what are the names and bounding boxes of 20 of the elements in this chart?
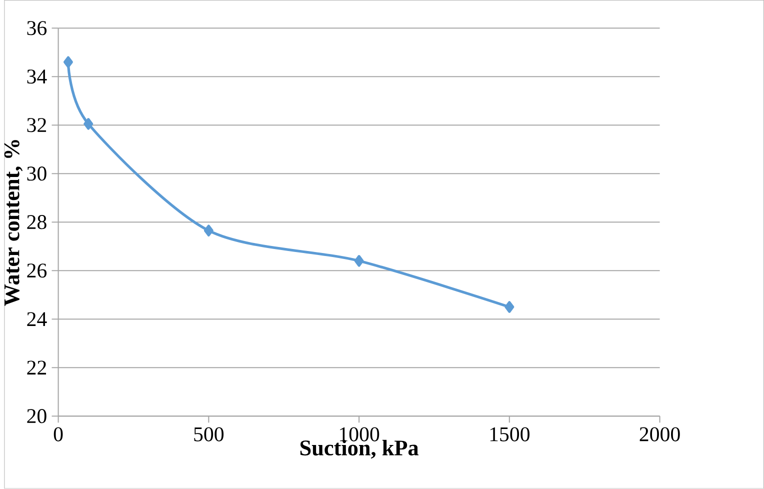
- x-tick-label: 1000: [340, 427, 380, 442]
- y-tick-label: 36: [27, 21, 47, 36]
- y-tick-label: 26: [27, 264, 47, 278]
- point: [204, 224, 214, 237]
- point: [63, 56, 73, 68]
- y-tick-label: 34: [27, 70, 47, 84]
- y-tick-label: 20: [27, 409, 46, 424]
- point: [354, 255, 364, 267]
- y-axis-title: Water content, %: [4, 140, 23, 306]
- y-tick-label: 28: [27, 215, 46, 230]
- x-tick-label: 1500: [490, 427, 530, 442]
- y-tick-label: 32: [27, 118, 46, 132]
- x-tick-label: 2000: [640, 427, 680, 442]
- point: [84, 118, 94, 130]
- x-tick-label: 0: [54, 427, 63, 442]
- x-tick-label: 500: [194, 427, 224, 442]
- point: [504, 301, 514, 313]
- y-tick-label: 22: [27, 360, 46, 375]
- y-tick-label: 24: [27, 312, 47, 326]
- y-tick-label: 30: [27, 166, 46, 181]
